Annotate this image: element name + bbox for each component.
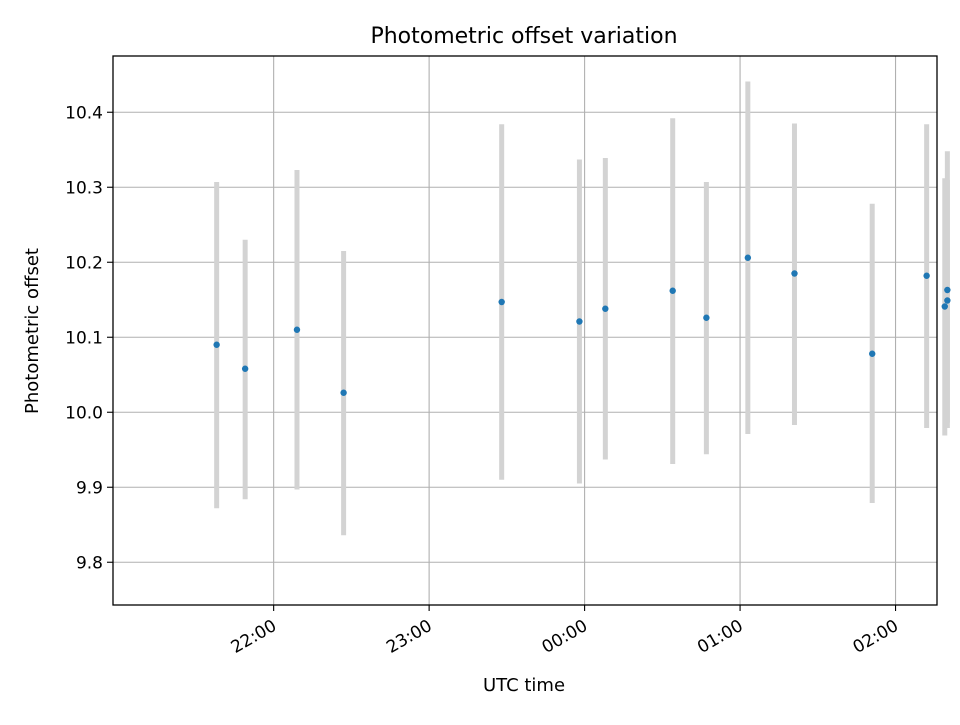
data-point xyxy=(293,326,301,333)
point-layer xyxy=(213,254,951,396)
data-point xyxy=(791,270,798,277)
data-point xyxy=(241,365,249,372)
x-axis-label: UTC time xyxy=(483,675,565,696)
data-point xyxy=(944,297,951,304)
y-tick-label: 9.9 xyxy=(76,478,103,498)
data-point xyxy=(213,341,220,348)
y-tick-label: 9.8 xyxy=(76,553,103,573)
y-tick-label: 10.0 xyxy=(65,403,103,423)
data-point xyxy=(869,350,876,357)
data-point xyxy=(703,314,710,321)
data-point xyxy=(340,389,347,396)
chart-title: Photometric offset variation xyxy=(370,24,677,49)
data-point xyxy=(576,318,583,325)
data-point xyxy=(498,298,505,306)
y-tick-label: 10.2 xyxy=(65,253,103,273)
data-point xyxy=(744,254,752,261)
y-tick-label: 10.4 xyxy=(65,103,103,123)
grid-layer xyxy=(113,56,937,605)
data-point xyxy=(602,305,609,312)
data-point xyxy=(944,286,951,294)
y-axis-label: Photometric offset xyxy=(22,248,43,414)
y-tick-label: 10.1 xyxy=(65,328,103,348)
data-point xyxy=(941,303,948,310)
plot-frame xyxy=(112,55,938,606)
data-point xyxy=(923,272,930,279)
y-tick-label: 10.3 xyxy=(65,178,103,198)
data-point xyxy=(669,287,676,294)
